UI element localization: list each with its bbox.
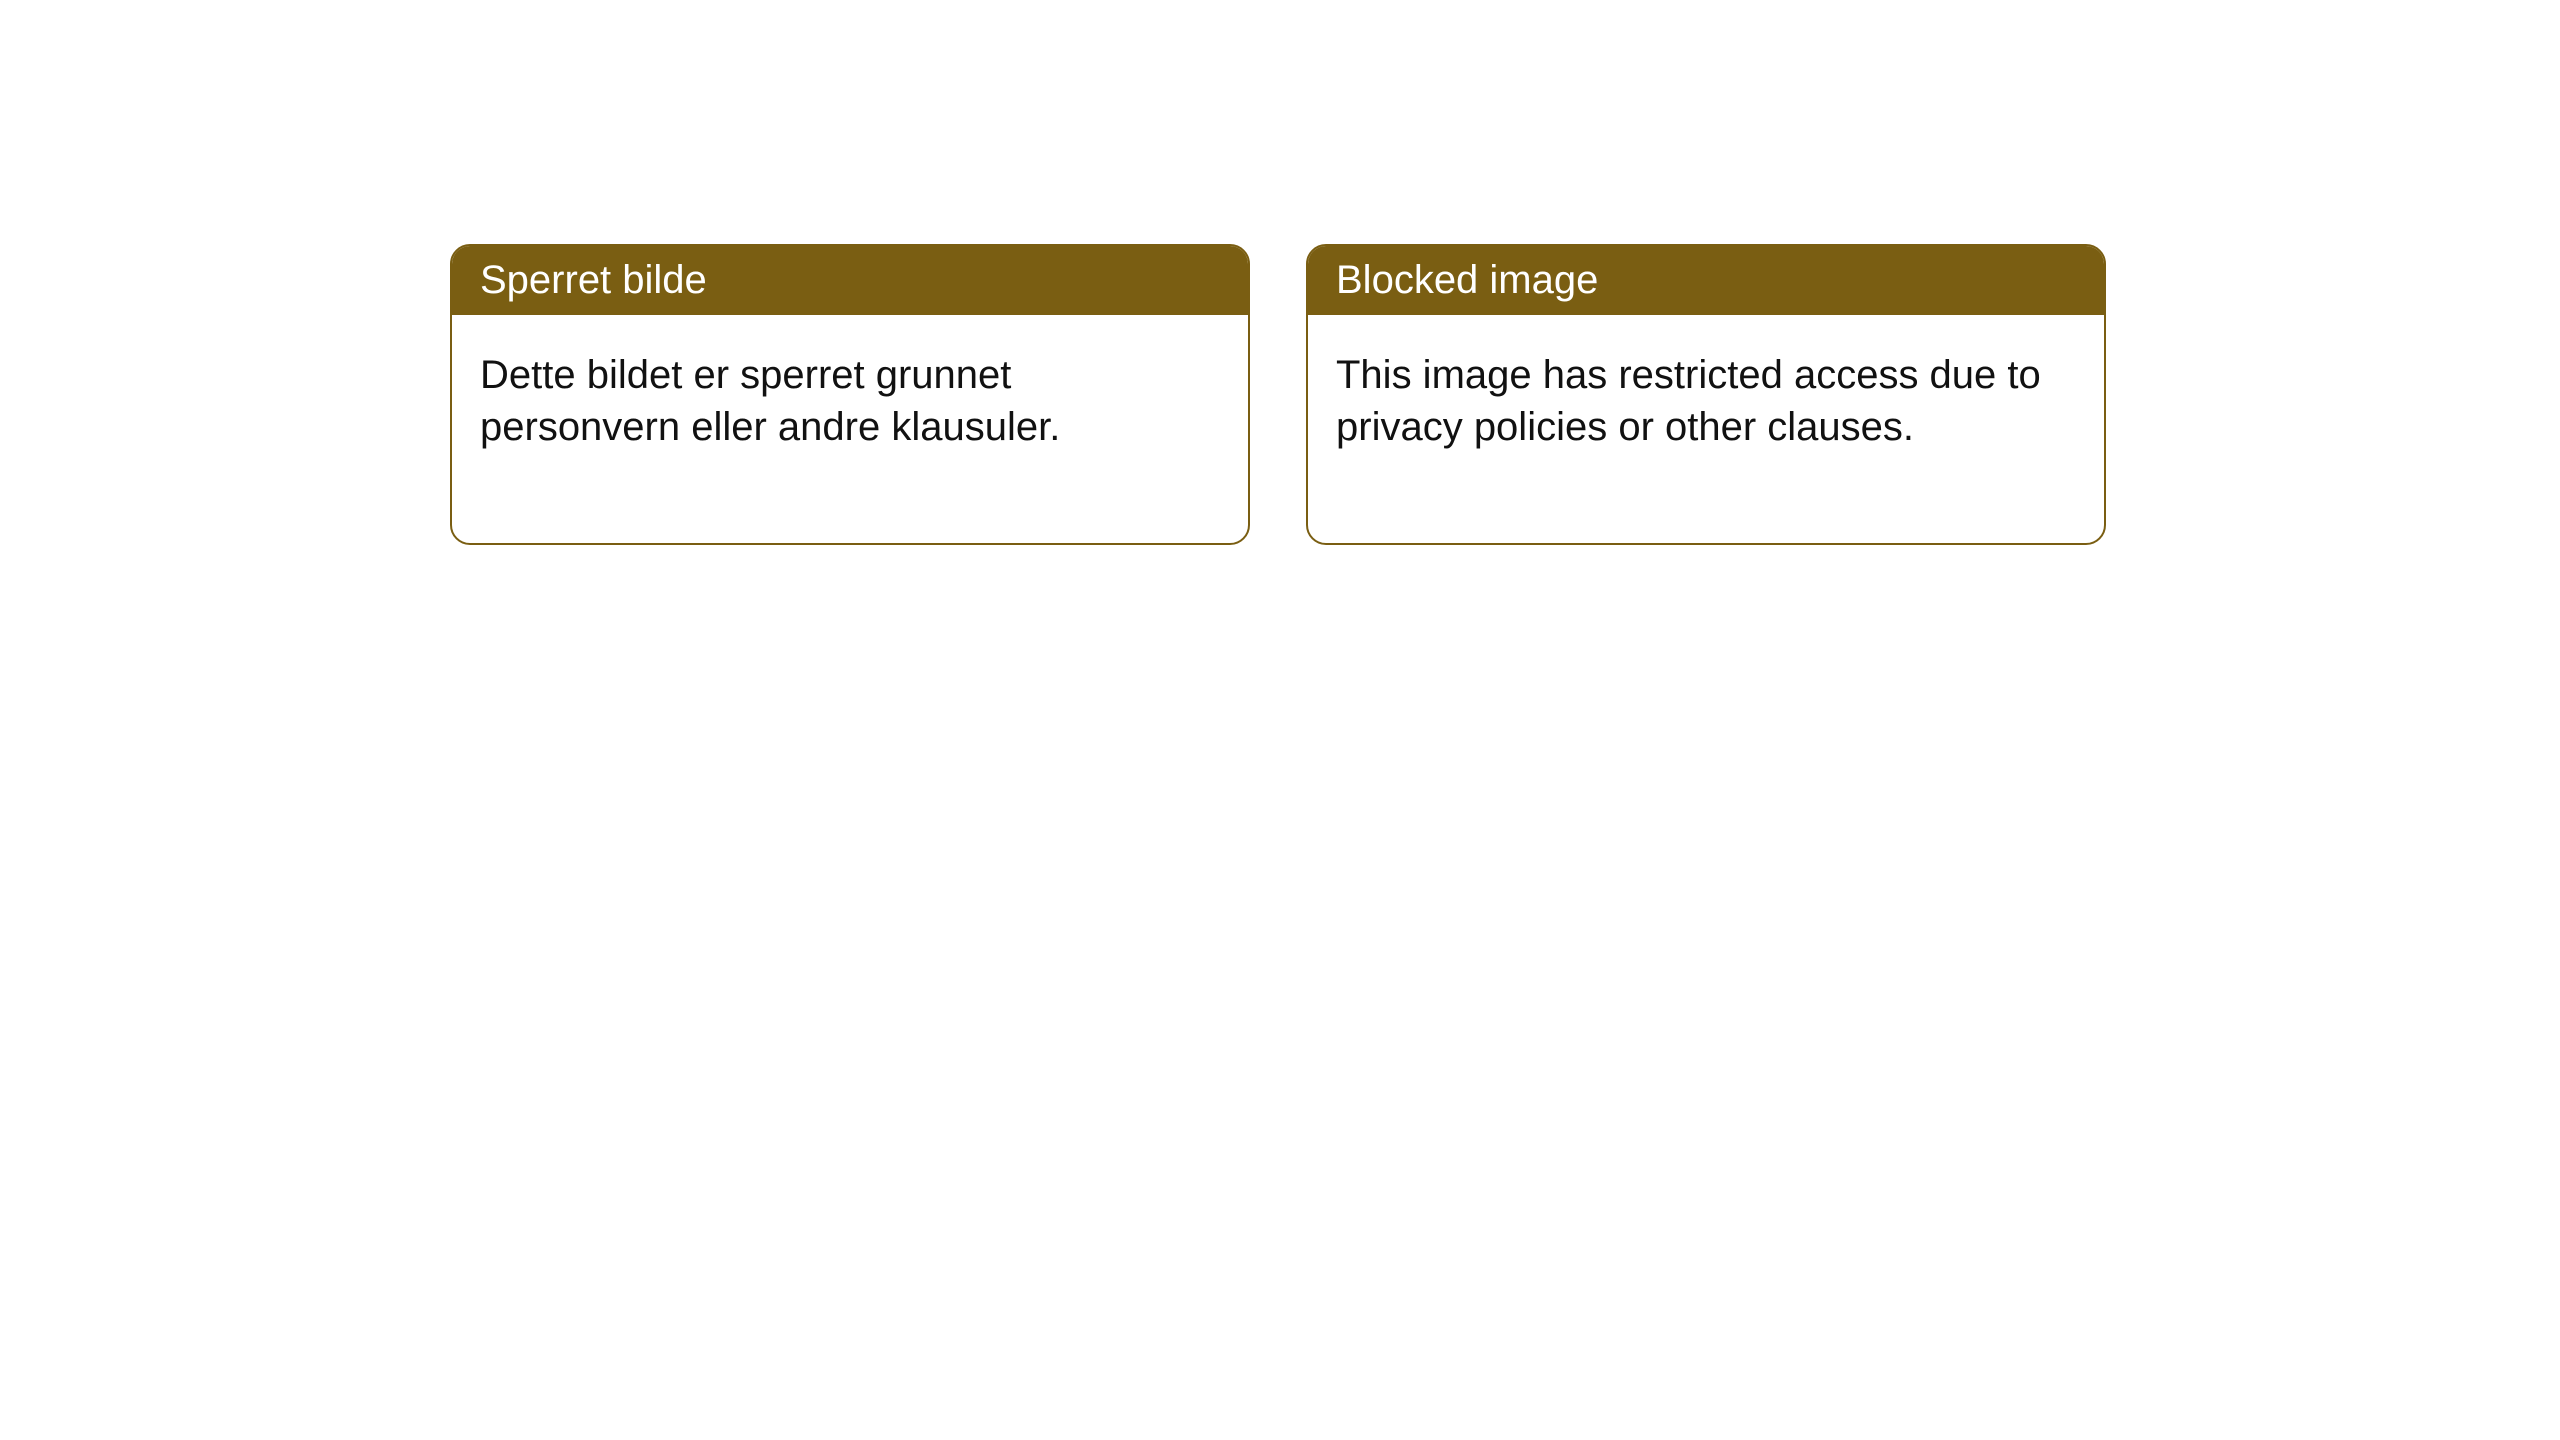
notice-card-text: Dette bildet er sperret grunnet personve… xyxy=(480,353,1060,449)
notice-card-header: Sperret bilde xyxy=(452,246,1248,315)
notice-card-norwegian: Sperret bilde Dette bildet er sperret gr… xyxy=(450,244,1250,545)
notice-card-text: This image has restricted access due to … xyxy=(1336,353,2041,449)
notice-card-title: Sperret bilde xyxy=(480,258,707,302)
notice-card-body: Dette bildet er sperret grunnet personve… xyxy=(452,315,1248,543)
notice-card-header: Blocked image xyxy=(1308,246,2104,315)
notice-card-english: Blocked image This image has restricted … xyxy=(1306,244,2106,545)
notice-card-row: Sperret bilde Dette bildet er sperret gr… xyxy=(450,244,2106,545)
notice-card-title: Blocked image xyxy=(1336,258,1598,302)
notice-card-body: This image has restricted access due to … xyxy=(1308,315,2104,543)
